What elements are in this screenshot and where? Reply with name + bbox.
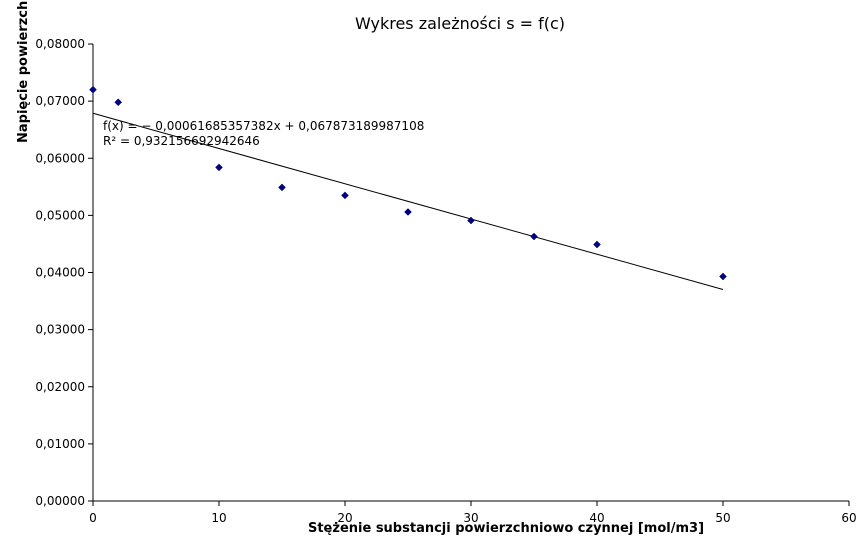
y-tick-label: 0,07000 (35, 94, 85, 108)
x-tick-label: 40 (589, 511, 604, 525)
y-tick-label: 0,04000 (35, 266, 85, 280)
x-tick-label: 0 (89, 511, 97, 525)
y-tick-label: 0,08000 (35, 37, 85, 51)
data-points (89, 85, 727, 281)
data-point (114, 98, 123, 107)
x-tick-label: 60 (841, 511, 856, 525)
x-tick-label: 10 (211, 511, 226, 525)
y-tick-label: 0,02000 (35, 380, 85, 394)
axis-ticks: 0,00000 0,01000 0,02000 0,03000 0,04000 0,050… (35, 37, 856, 525)
y-tick-label: 0,06000 (35, 151, 85, 165)
data-point (467, 216, 475, 225)
data-point (341, 191, 349, 200)
data-point (404, 208, 412, 216)
y-tick-label: 0,00000 (35, 494, 85, 508)
trendline-equation: f(x) = − 0,00061685357382x + 0,067873189… (103, 119, 424, 133)
data-point (215, 163, 223, 172)
y-tick-label: 0,01000 (35, 437, 85, 451)
y-tick-label: 0,03000 (35, 323, 85, 337)
data-point (278, 183, 286, 192)
x-tick-label: 30 (463, 511, 478, 525)
data-point (530, 232, 538, 241)
data-point (593, 240, 601, 249)
r-squared-label: R² = 0,932156692942646 (103, 134, 260, 148)
data-point (719, 272, 727, 281)
chart-title: Wykres zależności s = f(c) (355, 14, 565, 33)
y-axis-label: Napięcie powierzchniowe (16, 0, 31, 143)
x-tick-label: 50 (715, 511, 730, 525)
data-point (89, 85, 97, 94)
y-tick-label: 0,05000 (35, 208, 85, 222)
trendline-group (92, 112, 724, 290)
trendline (92, 112, 724, 290)
x-tick-label: 20 (337, 511, 352, 525)
x-axis-label: Stężenie substancji powierzchniowo czynn… (308, 521, 704, 536)
